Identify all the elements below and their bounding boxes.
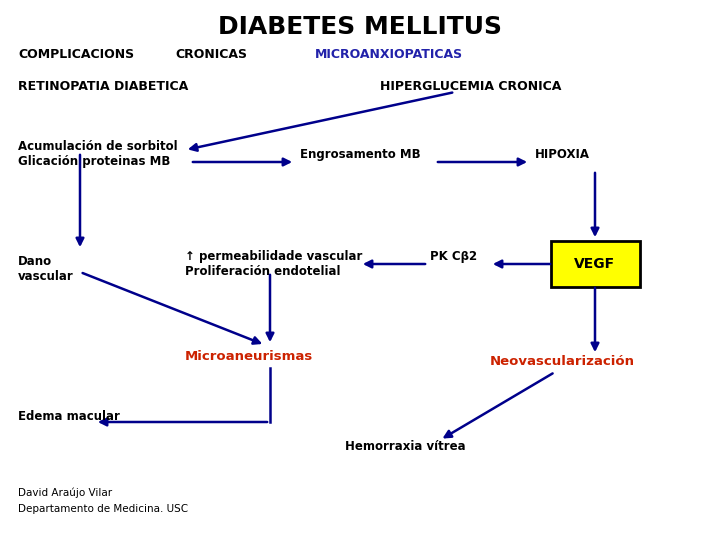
Text: PK Cβ2: PK Cβ2 (430, 250, 477, 263)
Text: RETINOPATIA DIABETICA: RETINOPATIA DIABETICA (18, 80, 188, 93)
Text: DIABETES MELLITUS: DIABETES MELLITUS (218, 15, 502, 39)
Text: Microaneurismas: Microaneurismas (185, 350, 313, 363)
Text: Acumulación de sorbitol
Glicación proteinas MB: Acumulación de sorbitol Glicación protei… (18, 140, 178, 168)
FancyBboxPatch shape (551, 241, 640, 287)
Text: CRONICAS: CRONICAS (175, 48, 247, 61)
Text: HIPOXIA: HIPOXIA (535, 148, 590, 161)
Text: Engrosamento MB: Engrosamento MB (300, 148, 420, 161)
Text: Departamento de Medicina. USC: Departamento de Medicina. USC (18, 504, 188, 514)
Text: Dano
vascular: Dano vascular (18, 255, 73, 283)
Text: MICROANXIOPATICAS: MICROANXIOPATICAS (315, 48, 463, 61)
Text: Hemorraxia vítrea: Hemorraxia vítrea (345, 440, 466, 453)
Text: Neovascularización: Neovascularización (490, 355, 635, 368)
Text: Edema macular: Edema macular (18, 410, 120, 423)
Text: HIPERGLUCEMIA CRONICA: HIPERGLUCEMIA CRONICA (380, 80, 562, 93)
Text: ↑ permeabilidade vascular
Proliferación endotelial: ↑ permeabilidade vascular Proliferación … (185, 250, 362, 278)
Text: VEGF: VEGF (575, 257, 616, 271)
Text: David Araújo Vilar: David Araújo Vilar (18, 488, 112, 498)
Text: COMPLICACIONS: COMPLICACIONS (18, 48, 134, 61)
